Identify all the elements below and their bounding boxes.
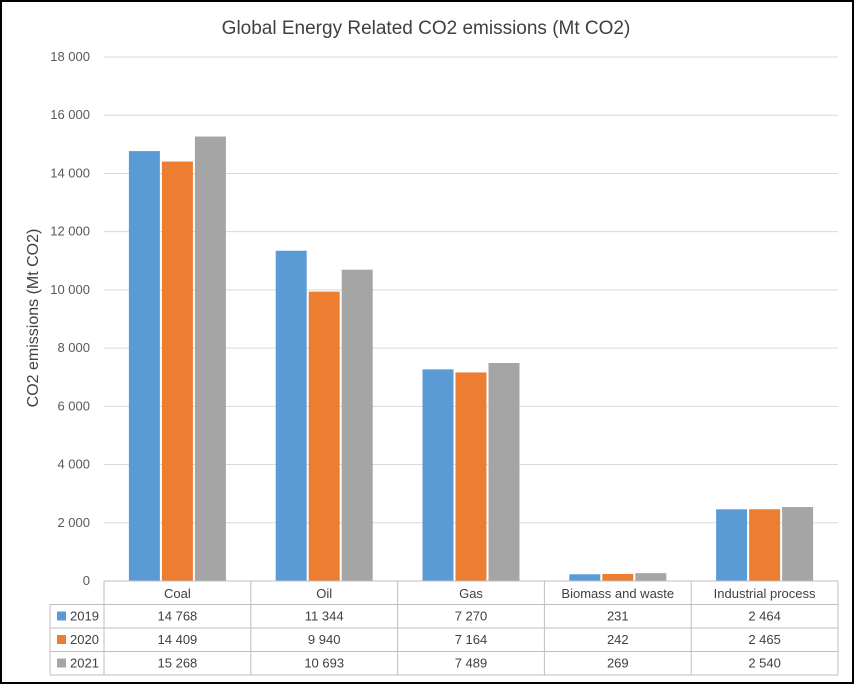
bar-2021-3 (635, 573, 667, 581)
category-label: Gas (459, 586, 483, 601)
bar-2021-1 (341, 269, 373, 581)
category-label: Oil (316, 586, 332, 601)
data-label: 231 (607, 609, 629, 624)
data-label: 7 270 (455, 609, 488, 624)
y-tick-label: 12 000 (50, 224, 90, 239)
y-tick-label: 6 000 (57, 398, 90, 413)
data-label: 7 489 (455, 656, 488, 671)
bar-2021-0 (194, 136, 226, 581)
y-tick-label: 8 000 (57, 340, 90, 355)
category-label: Industrial process (714, 586, 816, 601)
data-label: 14 768 (158, 609, 198, 624)
y-tick-label: 0 (83, 573, 90, 588)
legend-label-2021: 2021 (70, 656, 99, 671)
data-label: 7 164 (455, 632, 488, 647)
legend-label-2020: 2020 (70, 632, 99, 647)
bars (128, 136, 814, 582)
bar-2021-4 (782, 507, 814, 581)
data-label: 11 344 (305, 609, 344, 624)
y-tick-labels: 0 2 000 4 000 6 000 8 000 10 000 12 000 14 000 1… (50, 49, 90, 588)
data-label: 269 (607, 656, 629, 671)
y-tick-label: 4 000 (57, 457, 90, 472)
y-tick-label: 14 000 (50, 165, 90, 180)
bar-2019-2 (422, 369, 454, 581)
legend-key-2019 (57, 611, 66, 621)
bar-2020-1 (308, 291, 340, 581)
y-tick-label: 10 000 (50, 282, 90, 297)
y-axis-label: CO2 emissions (Mt CO2) (25, 229, 42, 408)
bar-2021-2 (488, 362, 520, 581)
legend-key-2021 (57, 658, 66, 668)
data-label: 2 464 (748, 609, 781, 624)
data-label: 10 693 (304, 656, 344, 671)
bar-2020-3 (602, 573, 634, 581)
data-label: 14 409 (158, 632, 198, 647)
data-label: 2 465 (748, 632, 781, 647)
y-tick-label: 16 000 (50, 107, 90, 122)
bar-2019-0 (128, 151, 160, 582)
bar-2019-1 (275, 250, 307, 581)
bar-2020-0 (161, 161, 193, 581)
data-table: Coal Oil Gas Biomass and waste Industrial pr… (49, 580, 839, 676)
bar-2020-4 (749, 509, 781, 581)
data-label: 9 940 (308, 632, 341, 647)
data-label: 2 540 (748, 656, 781, 671)
legend-label-2019: 2019 (70, 609, 99, 624)
bar-2020-2 (455, 372, 487, 581)
y-tick-label: 2 000 (57, 515, 90, 530)
data-label: 242 (607, 632, 629, 647)
category-label: Coal (164, 586, 191, 601)
bar-2019-4 (716, 509, 748, 581)
bar-2019-3 (569, 574, 601, 581)
data-label: 15 268 (158, 656, 198, 671)
legend-key-2020 (57, 635, 66, 644)
y-tick-label: 18 000 (50, 49, 90, 64)
chart-title: Global Energy Related CO2 emissions (Mt … (222, 18, 631, 39)
category-label: Biomass and waste (561, 586, 674, 601)
